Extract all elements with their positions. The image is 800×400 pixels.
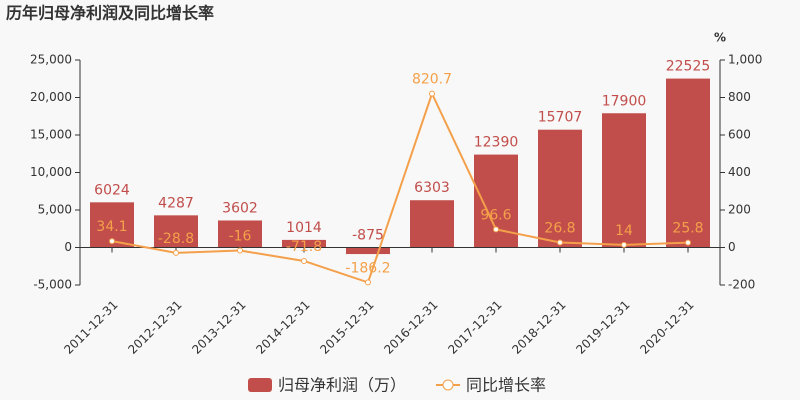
line-value-label: 96.6	[480, 207, 511, 223]
line-value-label: 14	[615, 223, 633, 239]
bar-value-label: 4287	[158, 195, 194, 211]
y-tick-label: 20,000	[30, 90, 72, 104]
bar-value-label: 12390	[474, 135, 519, 151]
y-tick-label: 15,000	[30, 128, 72, 142]
legend-label: 归母净利润（万）	[278, 376, 406, 395]
x-tick-label: 2020-12-31	[637, 298, 696, 357]
legend-label: 同比增长率	[466, 376, 546, 395]
y-tick-label: 10,000	[30, 165, 72, 179]
line-point	[173, 249, 179, 256]
line-point	[685, 239, 691, 246]
y-tick-label: 0	[64, 240, 72, 254]
y2-axis-label: %	[714, 31, 726, 45]
line-value-label: -71.8	[286, 239, 322, 255]
line-point	[429, 90, 435, 97]
bar	[474, 154, 518, 248]
y2-tick-label: 200	[728, 203, 751, 217]
bar	[666, 78, 710, 248]
y2-tick-label: 600	[728, 128, 751, 142]
x-tick-label: 2019-12-31	[573, 298, 632, 357]
line-value-label: 34.1	[96, 219, 127, 235]
bar-value-label: 3602	[222, 200, 258, 216]
x-tick-label: 2016-12-31	[381, 298, 440, 357]
x-tick-label: 2015-12-31	[317, 298, 376, 357]
bar-value-label: 6024	[94, 182, 130, 198]
bar	[282, 239, 326, 248]
line-value-label: -28.8	[158, 231, 194, 247]
bar	[154, 215, 198, 248]
line	[111, 90, 689, 284]
y2-tick-label: 400	[728, 165, 751, 179]
line-value-label: 820.7	[412, 72, 452, 88]
bar-value-label: 15707	[538, 110, 583, 126]
legend-swatch	[248, 378, 272, 392]
x-tick-label: 2011-12-31	[61, 298, 120, 357]
y2-tick-label: 0	[728, 240, 736, 254]
line-value-label: -186.2	[345, 260, 390, 276]
y-tick-label: -5,000	[33, 278, 72, 292]
bar-value-label: 22525	[666, 59, 711, 75]
y2-tick-label: 1,000	[728, 53, 762, 67]
bar	[346, 247, 390, 255]
bar-value-label: 17900	[602, 93, 647, 109]
x-tick-label: 2017-12-31	[445, 298, 504, 357]
line-point	[621, 241, 627, 248]
x-tick-label: 2018-12-31	[509, 298, 568, 357]
line-value-label: 26.8	[544, 220, 575, 236]
y-tick-label: 5,000	[38, 203, 72, 217]
x-tick-label: 2012-12-31	[125, 298, 184, 357]
line-value-label: -16	[229, 229, 252, 245]
line-point	[301, 257, 307, 264]
chart-title: 历年归母净利润及同比增长率	[6, 4, 214, 23]
line-point	[109, 238, 115, 245]
y2-tick-label: -200	[728, 278, 755, 292]
bar	[538, 129, 582, 248]
bar	[602, 113, 646, 248]
bar-value-label: 6303	[414, 180, 450, 196]
bar-value-label: -875	[352, 228, 384, 244]
line-point	[237, 247, 243, 254]
x-tick-label: 2013-12-31	[189, 298, 248, 357]
line-point	[365, 279, 371, 286]
y-tick-label: 25,000	[30, 53, 72, 67]
legend-swatch	[442, 379, 454, 391]
bar	[410, 200, 454, 248]
y2-tick-label: 800	[728, 90, 751, 104]
bar-value-label: 1014	[286, 220, 322, 236]
line-point	[557, 239, 563, 246]
bar	[218, 220, 262, 248]
line-point	[493, 226, 499, 233]
x-tick-label: 2014-12-31	[253, 298, 312, 357]
line-value-label: 25.8	[672, 221, 703, 237]
